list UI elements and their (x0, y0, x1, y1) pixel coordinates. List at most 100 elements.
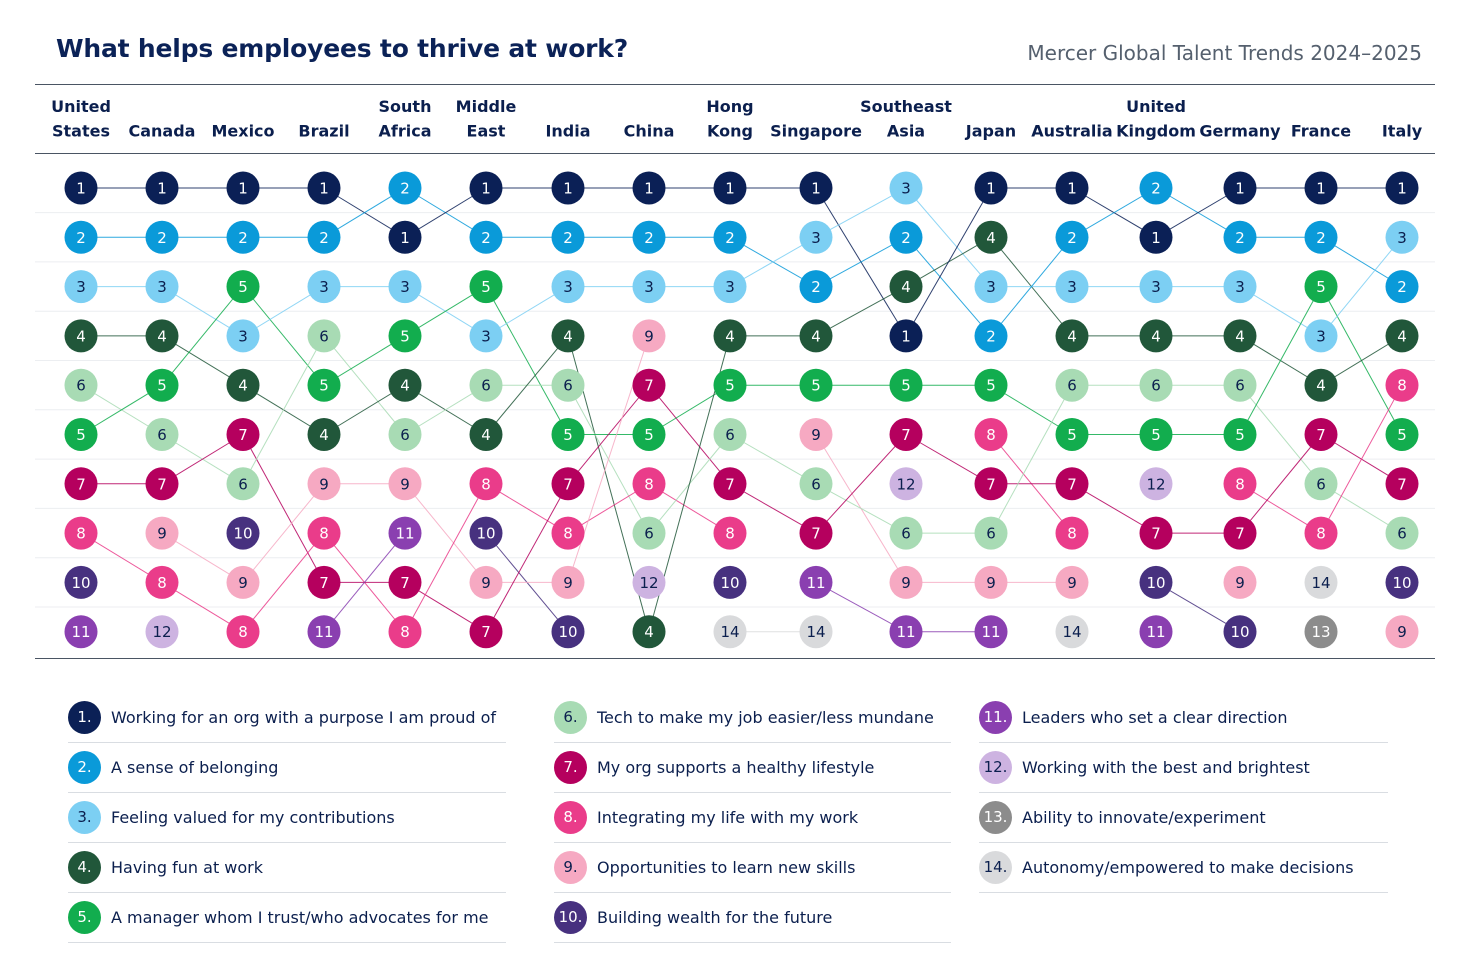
rank-connector (242, 532, 325, 633)
rank-marker: 3 (1223, 270, 1257, 304)
rank-marker: 1 (551, 171, 585, 205)
rank-number: 5 (481, 278, 491, 296)
country-label: France (1291, 122, 1351, 141)
rank-number: 3 (400, 278, 410, 296)
rank-marker: 8 (1304, 516, 1338, 550)
rank-circle (64, 516, 98, 550)
rank-circle (1055, 220, 1089, 254)
legend-item: 3. Feeling valued for my contributions (68, 793, 506, 843)
rank-circle (1223, 565, 1257, 599)
rank-circle (307, 516, 341, 550)
rank-circle (974, 516, 1008, 550)
rank-number: 1 (563, 180, 573, 198)
rank-circle (64, 319, 98, 353)
rank-number: 5 (1067, 426, 1077, 444)
rank-marker: 2 (551, 220, 585, 254)
rank-number: 3 (481, 327, 491, 345)
legend-swatch: 10. (554, 901, 587, 934)
rank-number: 1 (986, 180, 996, 198)
rank-circle (307, 368, 341, 402)
rank-number: 5 (400, 327, 410, 345)
rank-circle (1385, 467, 1419, 501)
rank-number: 11 (1146, 623, 1165, 641)
rank-number: 9 (1397, 623, 1407, 641)
rank-marker: 6 (1055, 368, 1089, 402)
rank-marker: 1 (64, 171, 98, 205)
rank-marker: 2 (1223, 220, 1257, 254)
rank-circle (145, 565, 179, 599)
rank-marker: 8 (974, 418, 1008, 451)
rank-circle (1385, 615, 1419, 649)
country-label: Middle (456, 97, 517, 116)
country-label: Hong (706, 97, 753, 116)
rank-number: 7 (901, 426, 911, 444)
rank-circle (889, 565, 923, 599)
rank-marker: 5 (1385, 418, 1419, 451)
country-label: Asia (887, 122, 925, 141)
rank-marker: 7 (1223, 516, 1257, 550)
rank-circle (713, 319, 747, 353)
rank-number: 2 (1235, 229, 1245, 247)
rank-marker: 10 (226, 516, 260, 550)
rank-marker: 7 (551, 467, 585, 501)
rank-number: 12 (896, 475, 915, 493)
legend-label: Integrating my life with my work (597, 808, 859, 827)
rank-marker: 3 (551, 270, 585, 304)
rank-number: 4 (481, 426, 491, 444)
rank-number: 6 (1067, 377, 1077, 395)
rank-number: 11 (806, 574, 825, 592)
rank-number: 4 (901, 278, 911, 296)
rank-marker: 7 (974, 467, 1008, 501)
rank-circle (551, 270, 585, 304)
rank-number: 7 (644, 377, 654, 395)
rank-number: 10 (71, 574, 90, 592)
legend-item: 12. Working with the best and brightest (979, 743, 1388, 793)
rank-connector (905, 187, 992, 337)
rank-circle (226, 565, 260, 599)
rank-marker: 9 (388, 467, 422, 501)
rank-marker: 1 (469, 171, 503, 205)
rank-circle (713, 171, 747, 205)
rank-number: 10 (476, 525, 495, 543)
rank-marker: 8 (1223, 467, 1257, 501)
rank-number: 6 (644, 525, 654, 543)
rank-number: 4 (1235, 327, 1245, 345)
bump-chart: United States Canada Mexico Brazil South Afric… (35, 97, 1435, 649)
rank-number: 7 (238, 426, 248, 444)
rank-circle (388, 565, 422, 599)
rank-circle (226, 615, 260, 649)
rank-connector (404, 483, 487, 583)
legend-label: My org supports a healthy lifestyle (597, 758, 875, 777)
rank-marker: 4 (64, 319, 98, 353)
rank-number: 7 (725, 475, 735, 493)
rank-number: 2 (238, 229, 248, 247)
rank-number: 8 (400, 623, 410, 641)
rank-circle (1223, 319, 1257, 353)
rank-marker: 4 (145, 319, 179, 353)
rank-number: 6 (1397, 525, 1407, 543)
rank-marker: 3 (713, 270, 747, 304)
rank-marker: 12 (145, 615, 179, 649)
rank-marker: 8 (145, 565, 179, 599)
rank-number: 12 (1146, 475, 1165, 493)
rank-marker: 1 (799, 171, 833, 205)
rank-marker: 4 (388, 368, 422, 402)
rank-marker: 2 (307, 220, 341, 254)
rank-number: 10 (233, 525, 252, 543)
rank-number: 12 (152, 623, 171, 641)
legend-item: 11. Leaders who set a clear direction (979, 693, 1388, 743)
rank-circle (307, 615, 341, 649)
rank-circle (1223, 220, 1257, 254)
rank-number: 4 (563, 327, 573, 345)
rank-circle (799, 467, 833, 501)
country-label: Germany (1199, 122, 1281, 141)
top-rule (35, 84, 1435, 85)
rank-circle (713, 270, 747, 304)
rank-circle (1223, 516, 1257, 550)
rank-marker: 7 (64, 467, 98, 501)
rank-marker: 2 (632, 220, 666, 254)
rank-number: 5 (563, 426, 573, 444)
rank-marker: 1 (226, 171, 260, 205)
rank-marker: 4 (307, 418, 341, 451)
rank-marker: 10 (469, 516, 503, 550)
